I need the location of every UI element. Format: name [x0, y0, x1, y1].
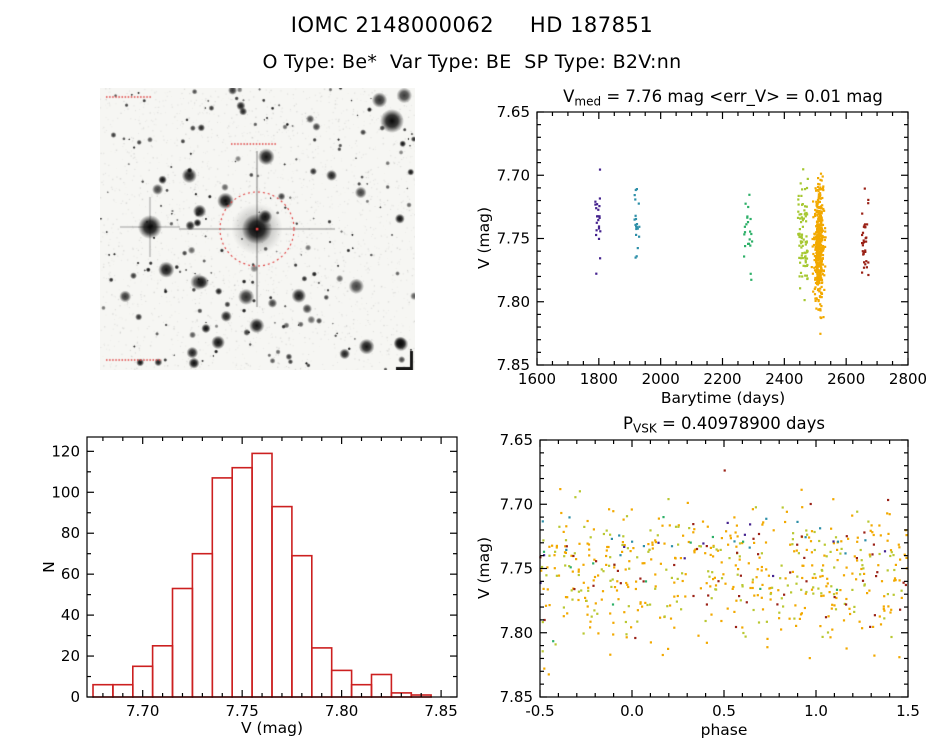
y-axis-title: N	[42, 561, 58, 573]
svg-text:20: 20	[61, 647, 80, 665]
axis-labels: -0.5 0.0 0.5 1.0 1.5 7.65 7.70 7.75 7.80 7.85 phas…	[475, 414, 920, 739]
svg-text:7.70: 7.70	[126, 702, 159, 720]
scatter-series-all-yellowgreen	[541, 490, 903, 653]
svg-text:0: 0	[70, 688, 80, 706]
svg-text:7.75: 7.75	[497, 230, 530, 248]
scatter-series-epoch-1920	[633, 188, 641, 259]
svg-text:1600: 1600	[518, 370, 556, 388]
svg-text:-0.5: -0.5	[525, 702, 554, 720]
axis-labels: 1600 1800 2000 2200 2400 2600 2800 7.65 7.70 7.75…	[475, 87, 927, 407]
scatter-series-epoch-1800	[594, 168, 602, 275]
svg-text:2200: 2200	[703, 370, 741, 388]
x-axis-title: phase	[701, 721, 748, 739]
svg-text:7.85: 7.85	[424, 702, 457, 720]
svg-text:1800: 1800	[580, 370, 618, 388]
svg-text:2600: 2600	[827, 370, 865, 388]
object-types-line: O Type: Be* Var Type: BE SP Type: B2V:nn	[262, 51, 682, 73]
svg-text:80: 80	[61, 524, 80, 542]
svg-text:7.80: 7.80	[500, 624, 533, 642]
scatter-series-all-teal	[541, 516, 867, 557]
y-axis-title: V (mag)	[475, 537, 493, 599]
svg-text:0.5: 0.5	[712, 702, 736, 720]
plot-axes	[86, 436, 458, 698]
svg-text:7.70: 7.70	[500, 495, 533, 513]
scatter-series-all-purple	[539, 521, 887, 585]
x-axis-title: Barytime (days)	[661, 389, 785, 407]
svg-text:7.70: 7.70	[497, 166, 530, 184]
phase-folded-plot: -0.5 0.0 0.5 1.0 1.5 7.65 7.70 7.75 7.80 7.85 phas…	[475, 414, 920, 739]
svg-text:7.80: 7.80	[325, 702, 358, 720]
svg-text:7.75: 7.75	[225, 702, 258, 720]
y-axis-title: V (mag)	[475, 207, 493, 269]
svg-text:7.85: 7.85	[497, 356, 530, 374]
scatter-series-epoch-2660	[861, 187, 870, 277]
svg-text:40: 40	[61, 606, 80, 624]
page-title: IOMC 2148000062 HD 187851	[290, 13, 654, 37]
svg-text:100: 100	[51, 483, 80, 501]
histogram-bars	[92, 452, 432, 698]
svg-text:7.80: 7.80	[497, 293, 530, 311]
plot-title: PVSK = 0.40978900 days	[623, 414, 825, 436]
scatter-series-epoch-2510	[810, 172, 827, 335]
svg-text:2000: 2000	[642, 370, 680, 388]
finding-chart-image	[100, 88, 415, 370]
svg-text:7.75: 7.75	[500, 560, 533, 578]
svg-text:60: 60	[61, 565, 80, 583]
scatter-series-all-orange	[540, 488, 908, 676]
plot-title: Vmed = 7.76 mag <err_V> = 0.01 mag	[563, 87, 883, 109]
magnitude-histogram-plot: 7.70 7.75 7.80 7.85 0 20 40 60 80 100 120 V (mag) N	[42, 436, 458, 737]
scatter-series-epoch-2460	[796, 168, 809, 302]
scatter-series-epoch-2280	[743, 193, 754, 281]
plot-axes	[536, 111, 909, 366]
plot-axes	[539, 439, 909, 698]
scatter-series-all-green	[542, 516, 839, 643]
svg-text:7.65: 7.65	[497, 103, 530, 121]
svg-text:7.85: 7.85	[500, 688, 533, 706]
scatter-series-all-darkred	[539, 469, 907, 640]
svg-text:0.0: 0.0	[620, 702, 644, 720]
svg-text:7.65: 7.65	[500, 431, 533, 449]
svg-text:2400: 2400	[765, 370, 803, 388]
svg-text:120: 120	[51, 442, 80, 460]
lightcurve-plot: 1600 1800 2000 2200 2400 2600 2800 7.65 7.70 7.75…	[475, 87, 927, 407]
axis-labels: 7.70 7.75 7.80 7.85 0 20 40 60 80 100 120 V (mag) N	[42, 442, 458, 737]
x-axis-title: V (mag)	[241, 719, 303, 737]
svg-text:1.0: 1.0	[804, 702, 828, 720]
svg-text:2800: 2800	[889, 370, 927, 388]
svg-text:1.5: 1.5	[896, 702, 920, 720]
